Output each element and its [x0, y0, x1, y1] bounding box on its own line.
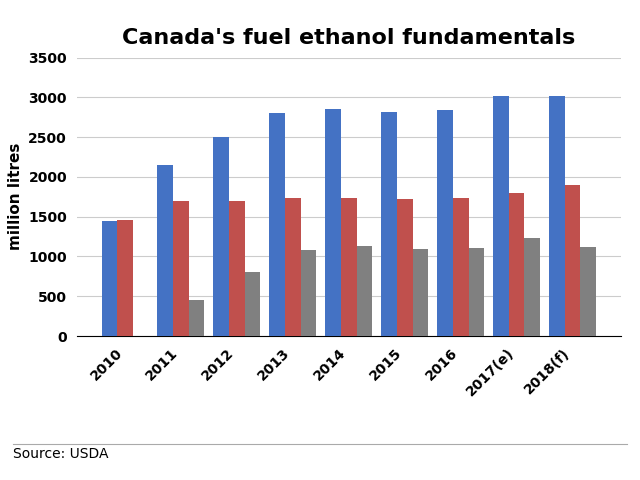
Bar [341, 198, 356, 336]
Bar [549, 96, 564, 336]
Bar [285, 198, 301, 336]
Bar [229, 201, 244, 336]
Bar [244, 272, 260, 336]
Bar [213, 137, 229, 336]
Bar [102, 221, 117, 336]
Bar [381, 112, 397, 336]
Bar [189, 300, 204, 336]
Y-axis label: million litres: million litres [8, 143, 23, 251]
Bar [356, 246, 372, 336]
Bar [117, 220, 133, 336]
Text: Source: USDA: Source: USDA [13, 447, 108, 461]
Bar [269, 113, 285, 336]
Bar [397, 199, 413, 336]
Bar [301, 251, 316, 336]
Bar [453, 198, 468, 336]
Bar [157, 165, 173, 336]
Bar [325, 108, 341, 336]
Bar [413, 249, 428, 336]
Bar [173, 201, 189, 336]
Bar [468, 248, 484, 336]
Bar [509, 193, 524, 336]
Bar [493, 96, 509, 336]
Title: Canada's fuel ethanol fundamentals: Canada's fuel ethanol fundamentals [122, 28, 575, 48]
Bar [580, 247, 596, 336]
Bar [524, 238, 540, 336]
Bar [437, 110, 453, 336]
Bar [564, 185, 580, 336]
